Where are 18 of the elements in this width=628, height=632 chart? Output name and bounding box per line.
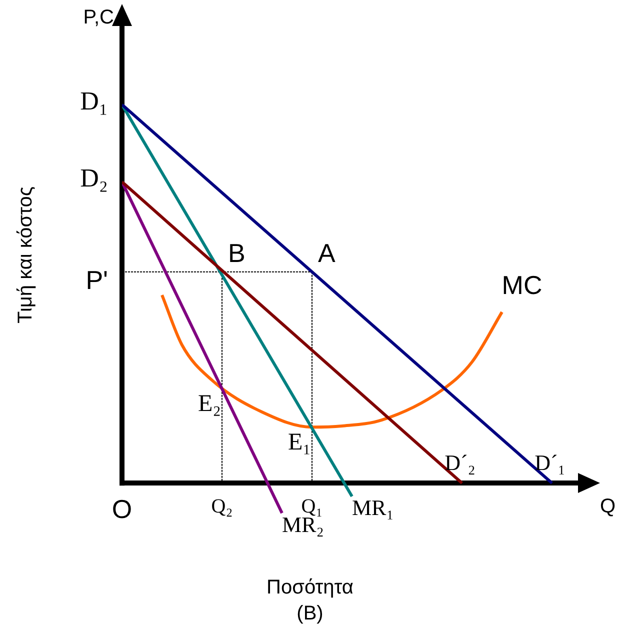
- y-axis-title: Τιμή και κόστος: [14, 186, 37, 324]
- annotation: A: [318, 238, 336, 268]
- annotation: B: [228, 238, 246, 268]
- series-label: MR₁: [352, 495, 394, 520]
- text: P,C: [83, 6, 114, 29]
- annotation: E₂: [198, 390, 221, 417]
- text: Q: [600, 496, 616, 518]
- text: P': [86, 265, 108, 296]
- text: D₁: [80, 86, 108, 116]
- series-label: MC: [502, 270, 542, 300]
- x-tick-label: O: [112, 494, 132, 524]
- series-label: D´₁: [534, 450, 566, 475]
- x-tick-label: Q₂: [211, 495, 233, 518]
- x-axis-title: Ποσότητα: [266, 576, 354, 599]
- text: (B): [296, 602, 324, 625]
- text: D₂: [80, 164, 108, 193]
- series-label: D´₂: [444, 450, 476, 475]
- annotation: E₁: [288, 429, 311, 456]
